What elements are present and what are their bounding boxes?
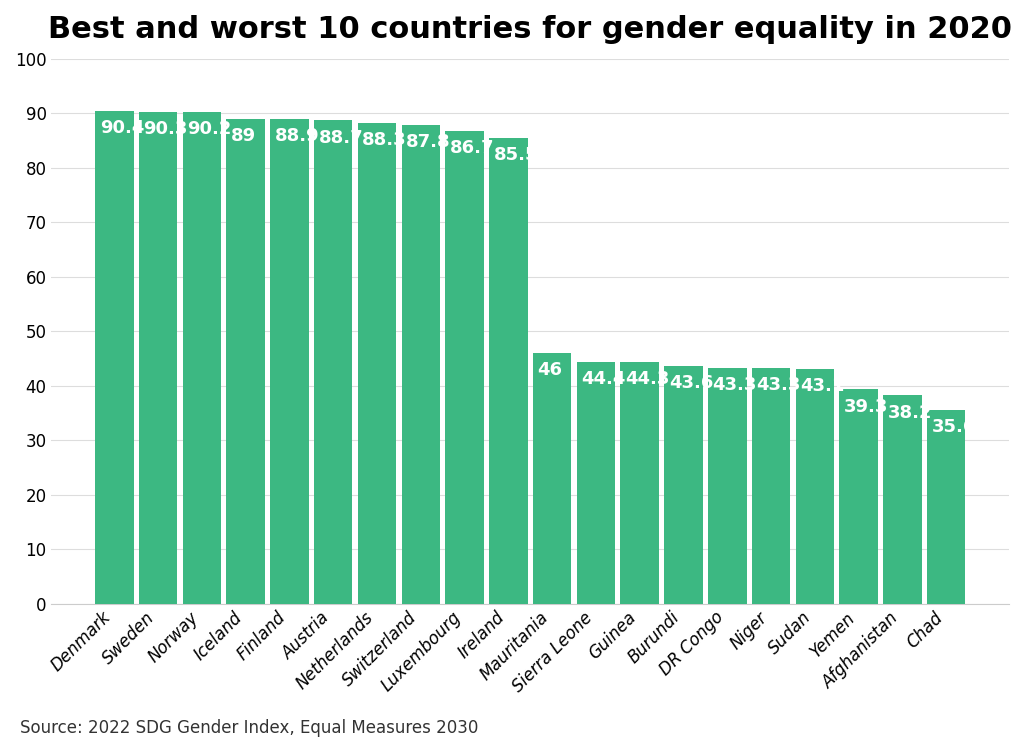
Text: 46: 46 <box>538 361 562 379</box>
Text: 43.6: 43.6 <box>669 374 714 392</box>
Bar <box>489 138 527 604</box>
Text: 88.9: 88.9 <box>274 127 319 146</box>
Text: Source: 2022 SDG Gender Index, Equal Measures 2030: Source: 2022 SDG Gender Index, Equal Mea… <box>20 719 479 736</box>
Text: 88.3: 88.3 <box>362 131 407 149</box>
Bar <box>401 125 440 604</box>
Text: 90.3: 90.3 <box>143 120 187 138</box>
Bar <box>95 111 133 604</box>
Text: 38.2: 38.2 <box>888 403 932 422</box>
Bar <box>796 369 835 604</box>
Text: 89: 89 <box>231 127 256 145</box>
Bar <box>314 121 352 604</box>
Bar <box>445 131 483 604</box>
Text: 85.5: 85.5 <box>494 146 539 164</box>
Bar <box>139 112 177 604</box>
Text: 44.4: 44.4 <box>582 370 626 388</box>
Text: 88.7: 88.7 <box>318 129 364 147</box>
Bar <box>927 410 966 604</box>
Bar <box>708 368 746 604</box>
Text: 90.2: 90.2 <box>187 121 231 138</box>
Text: 35.6: 35.6 <box>932 418 976 436</box>
Bar <box>621 363 659 604</box>
Bar <box>226 118 265 604</box>
Text: 86.7: 86.7 <box>450 139 495 158</box>
Bar <box>270 119 308 604</box>
Title: Best and worst 10 countries for gender equality in 2020: Best and worst 10 countries for gender e… <box>48 15 1013 44</box>
Text: 44.3: 44.3 <box>625 371 670 388</box>
Bar <box>357 123 396 604</box>
Text: 43.3: 43.3 <box>757 376 801 394</box>
Text: 43.1: 43.1 <box>800 377 845 395</box>
Bar <box>840 389 878 604</box>
Bar <box>577 362 615 604</box>
Text: 87.8: 87.8 <box>407 133 451 152</box>
Text: 43.3: 43.3 <box>713 376 757 394</box>
Bar <box>532 353 571 604</box>
Bar <box>883 395 922 604</box>
Bar <box>752 368 791 604</box>
Text: 90.4: 90.4 <box>99 119 144 138</box>
Text: 39.3: 39.3 <box>844 397 889 416</box>
Bar <box>182 112 221 604</box>
Bar <box>665 366 702 604</box>
